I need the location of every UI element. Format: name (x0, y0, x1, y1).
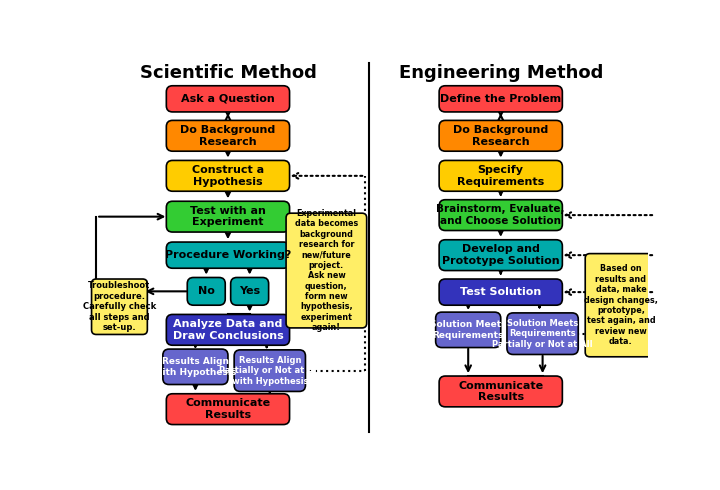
Text: Do Background
Research: Do Background Research (180, 125, 276, 147)
Text: Experimental
data becomes
background
research for
new/future
project.
Ask new
qu: Experimental data becomes background res… (294, 209, 358, 332)
FancyBboxPatch shape (439, 376, 562, 407)
FancyBboxPatch shape (436, 312, 500, 347)
FancyBboxPatch shape (439, 121, 562, 151)
Text: Results Align
with Hypothesis: Results Align with Hypothesis (154, 357, 237, 376)
FancyBboxPatch shape (439, 200, 562, 230)
FancyBboxPatch shape (286, 213, 366, 328)
FancyBboxPatch shape (166, 86, 289, 112)
Text: Solution Meets
Requirements: Solution Meets Requirements (430, 320, 506, 340)
Text: Do Background
Research: Do Background Research (453, 125, 549, 147)
FancyBboxPatch shape (439, 279, 562, 305)
FancyBboxPatch shape (187, 277, 225, 305)
Text: Communicate
Results: Communicate Results (458, 381, 544, 402)
Text: Brainstorm, Evaluate,
and Choose Solution: Brainstorm, Evaluate, and Choose Solutio… (436, 204, 565, 226)
Text: Troubleshoot
procedure.
Carefully check
all steps and
set-up.: Troubleshoot procedure. Carefully check … (83, 281, 156, 332)
Text: Analyze Data and
Draw Conclusions: Analyze Data and Draw Conclusions (173, 319, 284, 341)
Text: Develop and
Prototype Solution: Develop and Prototype Solution (442, 245, 559, 266)
FancyBboxPatch shape (507, 313, 578, 354)
FancyBboxPatch shape (163, 349, 228, 385)
Text: Scientific Method: Scientific Method (140, 64, 316, 82)
FancyBboxPatch shape (585, 254, 657, 357)
Text: Based on
results and
data, make
design changes,
prototype,
test again, and
revie: Based on results and data, make design c… (584, 264, 658, 346)
FancyBboxPatch shape (166, 242, 289, 268)
Text: Results Align
Partially or Not at All
with Hypothesis: Results Align Partially or Not at All wi… (220, 356, 320, 386)
FancyBboxPatch shape (439, 86, 562, 112)
FancyBboxPatch shape (439, 240, 562, 270)
Text: Procedure Working?: Procedure Working? (165, 250, 291, 260)
FancyBboxPatch shape (439, 160, 562, 191)
Text: Solution Meets
Requirements
Partially or Not at All: Solution Meets Requirements Partially or… (492, 319, 593, 348)
FancyBboxPatch shape (166, 160, 289, 191)
Text: Construct a
Hypothesis: Construct a Hypothesis (192, 165, 264, 187)
Text: Test Solution: Test Solution (460, 287, 541, 297)
FancyBboxPatch shape (91, 279, 148, 335)
Text: Communicate
Results: Communicate Results (185, 398, 271, 420)
FancyBboxPatch shape (166, 121, 289, 151)
FancyBboxPatch shape (166, 394, 289, 424)
FancyBboxPatch shape (166, 201, 289, 232)
Text: No: No (198, 286, 215, 296)
Text: Specify
Requirements: Specify Requirements (457, 165, 544, 187)
Text: Define the Problem: Define the Problem (440, 94, 562, 104)
Text: Engineering Method: Engineering Method (399, 64, 603, 82)
Text: Ask a Question: Ask a Question (181, 94, 275, 104)
FancyBboxPatch shape (230, 277, 269, 305)
Text: Test with an
Experiment: Test with an Experiment (190, 206, 266, 227)
FancyBboxPatch shape (234, 350, 305, 392)
Text: Yes: Yes (239, 286, 260, 296)
FancyBboxPatch shape (166, 315, 289, 345)
